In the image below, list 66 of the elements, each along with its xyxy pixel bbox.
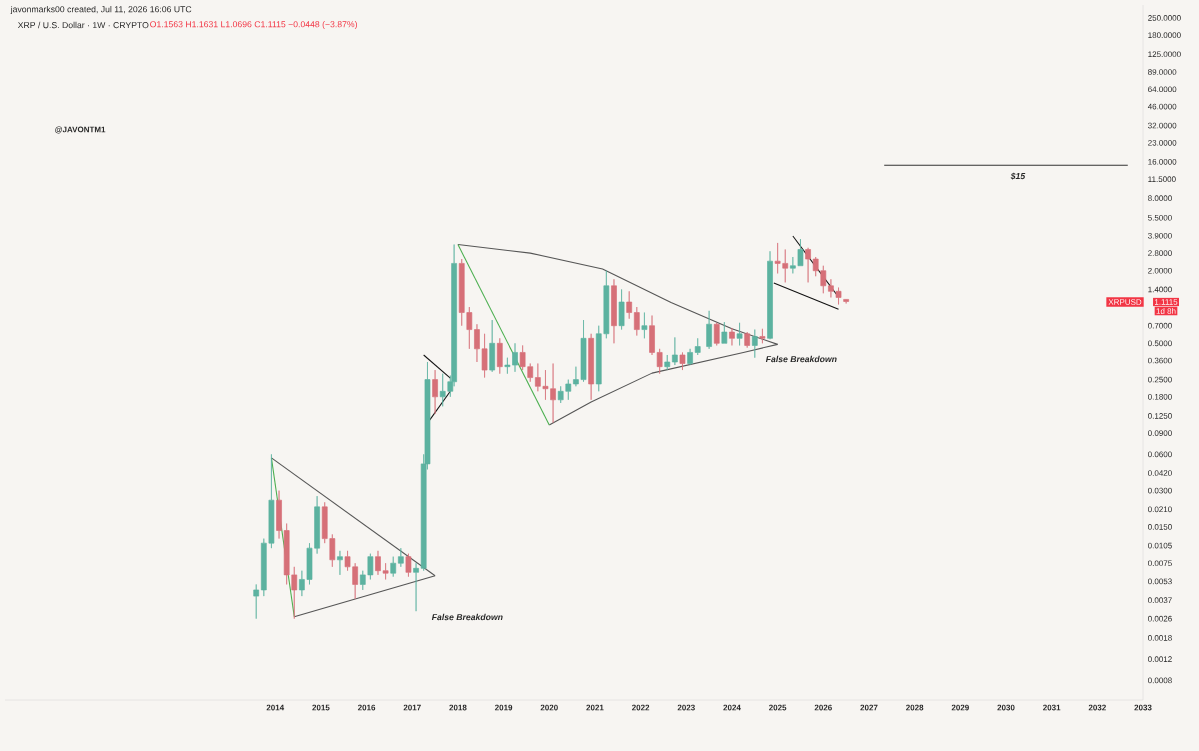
y-tick-label: 23.0000 <box>1148 140 1177 146</box>
text: 1d 8h <box>1156 308 1176 314</box>
y-tick-label: 8.0000 <box>1148 195 1172 201</box>
text: 1.1115 <box>1154 299 1178 305</box>
y-tick-label: 32.0000 <box>1148 122 1177 129</box>
y-tick-label: 0.0105 <box>1148 542 1172 549</box>
y-tick-label: 0.7000 <box>1148 322 1172 329</box>
y-tick-label: 125.0000 <box>1148 51 1181 58</box>
text: O1.1563 H1.1631 L1.0696 C1.1115 −0.0448 (−3.87%) <box>150 20 357 30</box>
y-tick-label: 0.0150 <box>1148 524 1172 530</box>
text: XRP / U.S. Dollar · 1W · CRYPTO <box>17 21 149 29</box>
y-tick-label: 64.0000 <box>1148 86 1177 93</box>
y-tick-label: 2.8000 <box>1148 250 1172 256</box>
y-tick-label: 0.0075 <box>1148 560 1172 567</box>
x-tick-label: 2015 <box>312 704 330 711</box>
x-tick-label: 2017 <box>403 704 421 711</box>
y-tick-label: 0.0300 <box>1148 487 1172 494</box>
annotation: False Breakdown <box>431 613 503 621</box>
x-tick-label: 2031 <box>1043 704 1061 711</box>
y-tick-label: 5.5000 <box>1148 214 1172 221</box>
y-tick-label: 0.0008 <box>1148 677 1172 684</box>
y-tick-label: 11.5000 <box>1148 176 1176 182</box>
annotation: @JAVONTM1 <box>55 126 106 134</box>
x-tick-label: 2033 <box>1134 704 1152 711</box>
y-tick-label: 2.0000 <box>1148 267 1172 274</box>
x-tick-label: 2026 <box>814 704 832 711</box>
y-tick-label: 0.1250 <box>1148 413 1172 419</box>
x-tick-label: 2028 <box>906 704 924 711</box>
x-tick-label: 2022 <box>631 704 650 711</box>
x-tick-label: 2024 <box>723 704 741 711</box>
annotation: False Breakdown <box>765 355 837 363</box>
annotation: javonmarks00 created, Jul 11, 2026 16:06 UTC <box>10 5 192 15</box>
annotation: $15 <box>1010 172 1026 180</box>
annotation: XRPUSD <box>1108 299 1142 305</box>
x-tick-label: 2025 <box>769 704 787 711</box>
x-tick-label: 2014 <box>266 704 285 711</box>
y-tick-label: 250.0000 <box>1148 15 1181 21</box>
x-tick-label: 2030 <box>997 704 1015 711</box>
y-tick-label: 0.2500 <box>1148 376 1172 383</box>
y-tick-label: 1.4000 <box>1148 286 1172 293</box>
y-tick-label: 0.0026 <box>1148 615 1172 622</box>
y-tick-label: 0.0012 <box>1148 656 1172 662</box>
y-tick-label: 0.0053 <box>1148 578 1172 585</box>
y-tick-label: 0.5000 <box>1148 340 1172 347</box>
y-tick-label: 0.0600 <box>1148 451 1172 458</box>
x-tick-label: 2023 <box>677 704 695 711</box>
y-tick-label: 0.0210 <box>1148 506 1172 513</box>
y-tick-label: 0.0037 <box>1148 597 1172 604</box>
x-tick-label: 2018 <box>449 704 467 711</box>
y-tick-label: 0.0900 <box>1148 430 1172 436</box>
y-tick-label: 180.0000 <box>1148 32 1181 38</box>
x-tick-label: 2019 <box>494 704 513 711</box>
x-tick-label: 2029 <box>951 704 969 711</box>
y-tick-label: 16.0000 <box>1148 159 1177 165</box>
y-tick-label: 89.0000 <box>1148 69 1177 75</box>
y-tick-label: 3.9000 <box>1148 232 1172 239</box>
y-tick-label: 0.0420 <box>1148 470 1172 476</box>
x-tick-label: 2021 <box>586 704 604 711</box>
y-tick-label: 46.0000 <box>1147 103 1177 110</box>
x-tick-label: 2016 <box>357 704 376 711</box>
y-tick-label: 0.1800 <box>1148 393 1172 400</box>
x-tick-label: 2032 <box>1088 704 1106 711</box>
y-tick-label: 0.3600 <box>1148 357 1172 364</box>
x-tick-label: 2027 <box>860 704 878 711</box>
x-tick-label: 2020 <box>540 704 558 711</box>
y-tick-label: 0.0018 <box>1148 635 1172 641</box>
